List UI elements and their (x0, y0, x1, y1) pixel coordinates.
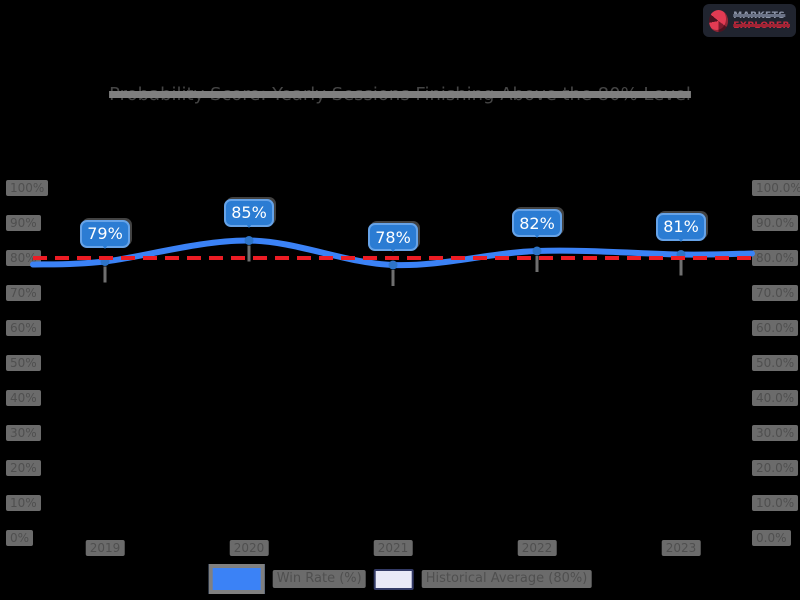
x-tick-label: 2022 (517, 540, 557, 556)
data-label: 79% (80, 219, 130, 248)
y-tick-label-right: 0.0% (752, 530, 791, 546)
y-tick-label-left: 50% (6, 355, 41, 371)
x-tick-label: 2019 (85, 540, 125, 556)
y-tick-label-left: 20% (6, 460, 41, 476)
data-point (532, 246, 542, 256)
y-tick-label-right: 30.0% (752, 425, 799, 441)
y-tick-label-right: 70.0% (752, 285, 799, 301)
y-tick-label-left: 30% (6, 425, 41, 441)
data-point (244, 236, 254, 245)
brand-logo: MARKETS EXPLORER (703, 4, 796, 37)
data-label: 82% (512, 209, 562, 237)
legend-label: Win Rate (%) (272, 570, 366, 588)
x-tick-label: 2020 (229, 540, 269, 556)
legend-swatch-series (208, 564, 265, 594)
y-tick-label-left: 10% (6, 495, 41, 511)
y-tick-label-right: 10.0% (752, 495, 799, 511)
data-point (388, 260, 398, 270)
y-tick-label-right: 20.0% (752, 460, 799, 476)
y-tick-label-left: 0% (6, 530, 34, 546)
x-tick-label: 2023 (661, 540, 701, 556)
x-tick-label: 2021 (373, 540, 413, 556)
y-tick-label-right: 50.0% (752, 355, 799, 371)
data-label: 81% (656, 212, 706, 241)
brand-logo-text-line2: EXPLORER (733, 20, 790, 31)
y-tick-label-right: 90.0% (752, 215, 799, 231)
data-label: 78% (368, 223, 418, 251)
y-tick-label-right: 40.0% (752, 390, 799, 406)
y-tick-label-right: 80.0% (752, 250, 799, 266)
brand-logo-text: MARKETS EXPLORER (733, 11, 790, 31)
y-tick-label-right: 100.0% (752, 180, 800, 196)
y-tick-label-left: 40% (6, 390, 41, 406)
y-tick-label-left: 100% (6, 180, 49, 196)
legend-swatch-reference (373, 568, 414, 590)
pie-chart-logo-icon (709, 9, 729, 32)
chart-title: Probability Score: Yearly Sessions Finis… (109, 84, 691, 105)
data-label: 85% (224, 198, 274, 227)
y-tick-label-left: 60% (6, 320, 41, 336)
legend-label: Historical Average (80%) (421, 570, 592, 588)
y-tick-label-left: 90% (6, 215, 41, 231)
legend: Win Rate (%) Historical Average (80%) (208, 564, 592, 594)
y-tick-label-left: 70% (6, 285, 41, 301)
brand-logo-text-line1: MARKETS (733, 10, 786, 21)
y-tick-label-right: 60.0% (752, 320, 799, 336)
